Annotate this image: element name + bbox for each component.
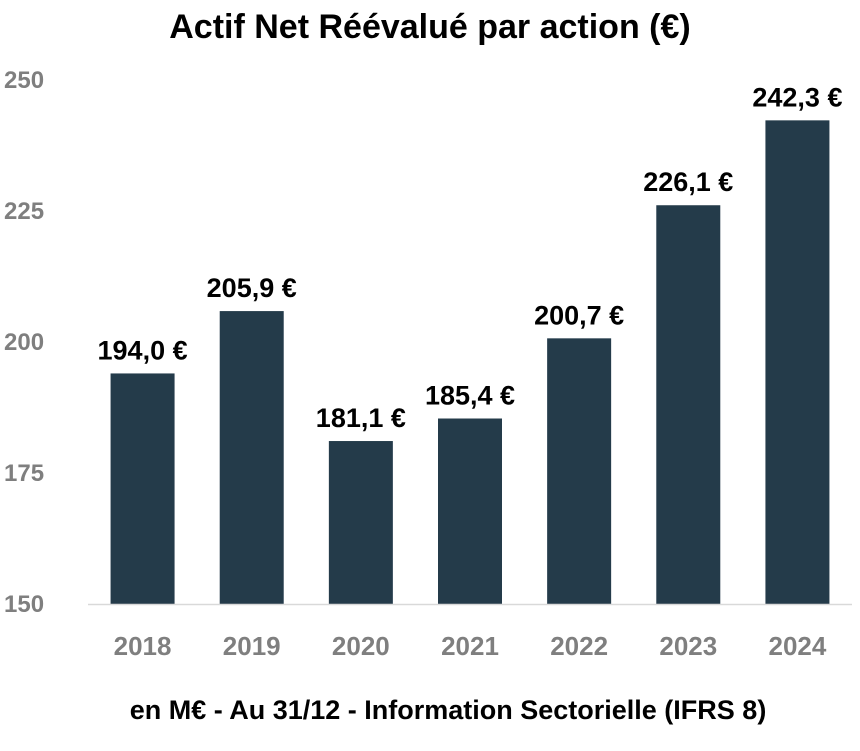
x-tick-label: 2023 <box>659 631 717 661</box>
data-label: 185,4 € <box>425 381 515 411</box>
data-label: 242,3 € <box>752 82 842 112</box>
data-label: 194,0 € <box>98 335 188 365</box>
x-tick-label: 2022 <box>550 631 608 661</box>
data-label: 226,1 € <box>643 167 733 197</box>
data-labels: 194,0 € 205,9 € 181,1 € 185,4 € 200,7 € 226,1… <box>98 82 843 433</box>
bar-2021 <box>438 418 502 604</box>
chart-footnote: en M€ - Au 31/12 - Information Sectoriel… <box>130 695 767 725</box>
bar-2022 <box>547 338 612 604</box>
bar-2018 <box>110 373 175 604</box>
data-label: 205,9 € <box>207 273 297 303</box>
bar-2023 <box>656 205 721 604</box>
bars <box>110 120 830 605</box>
bar-2024 <box>765 120 830 605</box>
y-tick-label: 250 <box>4 67 44 94</box>
y-tick-label: 175 <box>4 460 44 487</box>
y-axis: 150 175 200 225 250 <box>4 67 44 618</box>
y-tick-label: 150 <box>4 591 44 618</box>
chart-title: Actif Net Réévalué par action (€) <box>169 8 690 46</box>
bar-2019 <box>219 311 284 604</box>
y-tick-label: 225 <box>4 198 44 225</box>
x-tick-label: 2020 <box>332 631 390 661</box>
x-axis: 2018 2019 2020 2021 2022 2023 2024 <box>114 631 827 661</box>
x-tick-label: 2019 <box>223 631 281 661</box>
x-tick-label: 2024 <box>769 631 827 661</box>
bar-2020 <box>328 441 393 604</box>
data-label: 181,1 € <box>316 403 406 433</box>
x-tick-label: 2018 <box>114 631 172 661</box>
x-tick-label: 2021 <box>441 631 499 661</box>
data-label: 200,7 € <box>534 300 624 330</box>
y-tick-label: 200 <box>4 329 44 356</box>
